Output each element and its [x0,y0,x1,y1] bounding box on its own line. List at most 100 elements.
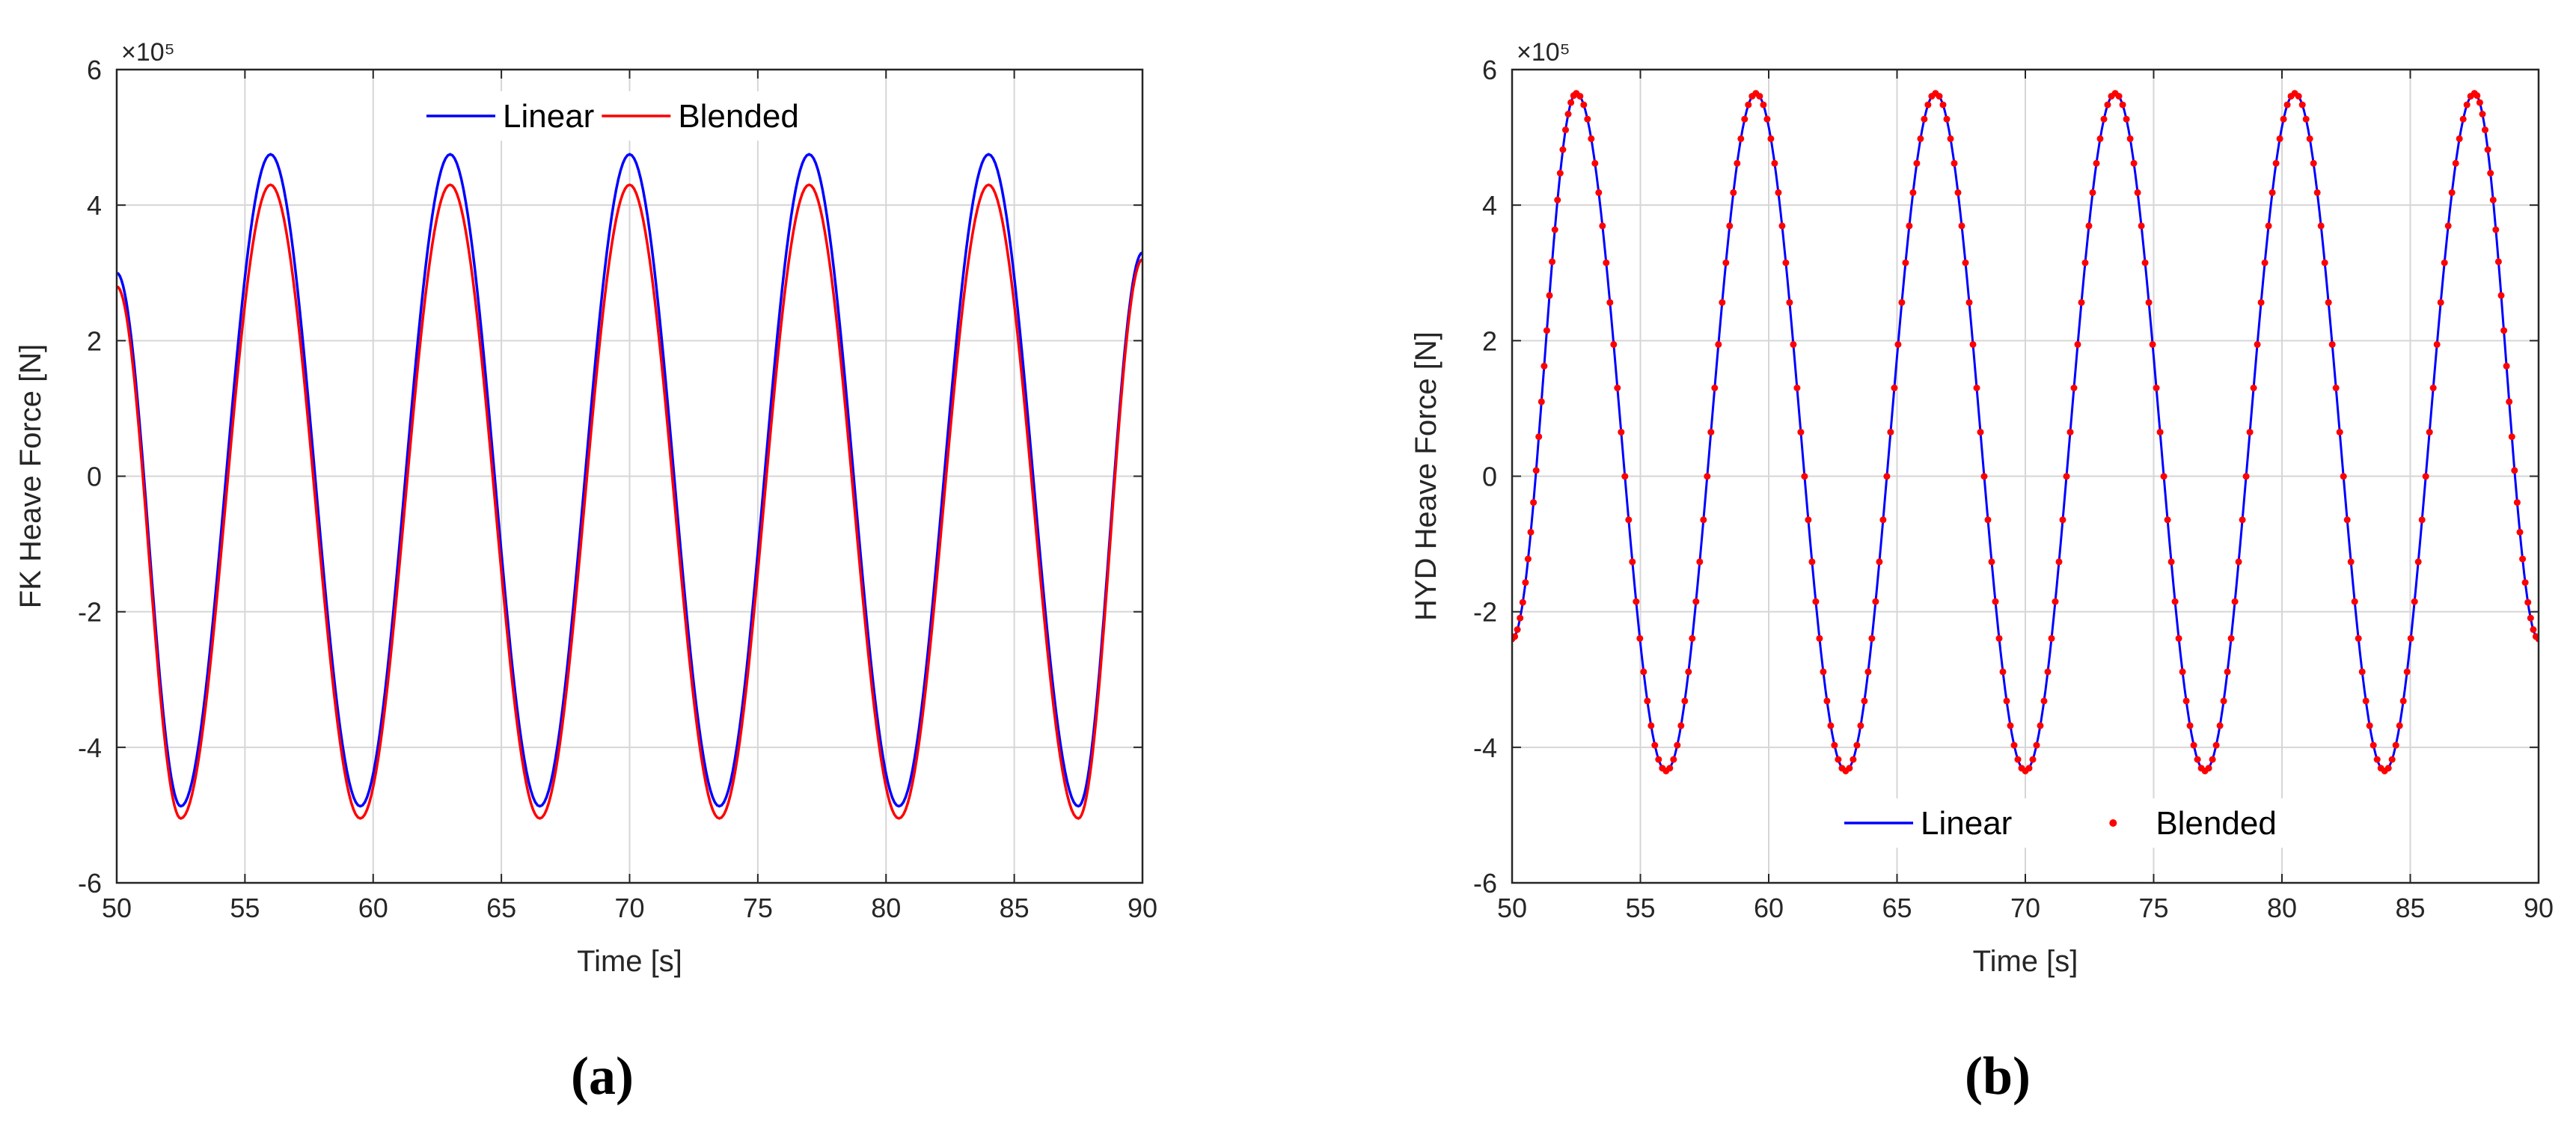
data-point [1640,668,1648,676]
data-point [2063,473,2070,480]
data-point [1692,598,1700,605]
data-point [2479,111,2486,117]
y-tick-label: 2 [1482,325,1497,356]
data-point [2487,170,2494,177]
data-point [2283,101,2291,108]
data-point [1861,697,1868,705]
legend-label-linear: Linear [1921,805,2012,842]
data-point [2463,101,2471,108]
y-exponent-label: ×10⁵ [1517,38,1570,67]
data-point [2321,259,2328,266]
data-point [2513,499,2521,507]
data-point [1655,756,1662,763]
data-point [2081,259,2089,266]
data-point [1670,756,1677,763]
data-point [1514,626,1521,633]
data-point [2254,340,2261,348]
data-point [2227,634,2235,642]
data-point [1820,668,1827,676]
data-point [2508,433,2515,441]
data-point [1519,599,1526,606]
data-point [1850,756,1857,763]
data-point [1823,697,1831,705]
data-point [1947,135,1954,142]
data-point [1999,668,2007,676]
data-point [2392,741,2399,749]
data-point [1778,222,1786,230]
data-point [1696,558,1704,566]
data-point [1543,327,1550,334]
x-tick-label: 75 [2138,893,2168,923]
data-point [1913,159,1921,167]
data-point [2511,467,2518,474]
data-point [2010,741,2018,749]
data-point [1554,196,1561,204]
data-point [1936,93,1943,100]
data-point [2052,598,2059,605]
data-point [1924,101,1932,108]
legend-b: Linear Blended [1837,798,2301,848]
data-point [2403,668,2411,676]
y-tick-label: 0 [1482,462,1497,492]
data-point [2268,189,2276,196]
data-point [1756,93,1763,100]
x-tick-label: 50 [102,893,132,923]
y-tick-label: 6 [1482,55,1497,85]
grid-a [117,70,1142,883]
data-point [2492,226,2500,233]
data-point [1618,429,1625,436]
data-point [2506,398,2513,406]
data-point [2231,598,2239,605]
data-point [2519,555,2527,563]
data-point [2156,429,2164,436]
data-point [1984,516,1992,524]
data-point [1951,159,1958,167]
data-point [2235,558,2242,566]
legend-label-blended: Blended [2156,805,2276,842]
data-point [2298,101,2306,108]
data-point [1666,765,1674,772]
data-point [2476,99,2483,106]
panel-label-a: (a) [571,1046,634,1106]
data-point [1621,473,1629,480]
x-axis-label: Time [s] [1973,945,2078,978]
data-point [2209,756,2216,763]
y-axis-label: HYD Heave Force [N] [1410,331,1443,621]
data-point [1707,429,1715,436]
y-tick-label: -2 [78,597,102,628]
data-point [1786,299,1793,306]
data-point [1644,697,1651,705]
data-point [1831,741,1838,749]
data-point [2306,135,2313,142]
data-point [1775,189,1782,196]
data-point [2310,159,2317,167]
data-point [1988,558,1995,566]
data-point [1763,115,1771,123]
data-point [1782,259,1790,266]
data-point [1793,385,1801,391]
data-point [1965,299,1973,306]
x-tick-label: 80 [2267,893,2297,923]
data-point [2055,558,2063,566]
data-point [1760,101,1767,108]
data-point [1522,579,1529,587]
data-point [2473,92,2481,100]
data-point [2317,222,2325,230]
data-point [2351,598,2358,605]
data-point [2040,697,2048,705]
data-point [2295,93,2302,100]
data-point [1538,398,1545,406]
data-point [2025,765,2033,772]
data-point [2190,741,2197,749]
data-point [1898,299,1906,306]
data-point [1541,362,1548,370]
data-point [1722,259,1730,266]
data-point [2066,429,2074,436]
data-point [2164,516,2171,524]
data-point [1812,598,1820,605]
data-point [1771,159,1778,167]
data-point [2276,135,2283,142]
data-point [1651,741,1659,749]
data-point [2205,765,2212,772]
data-point [1879,516,1887,524]
